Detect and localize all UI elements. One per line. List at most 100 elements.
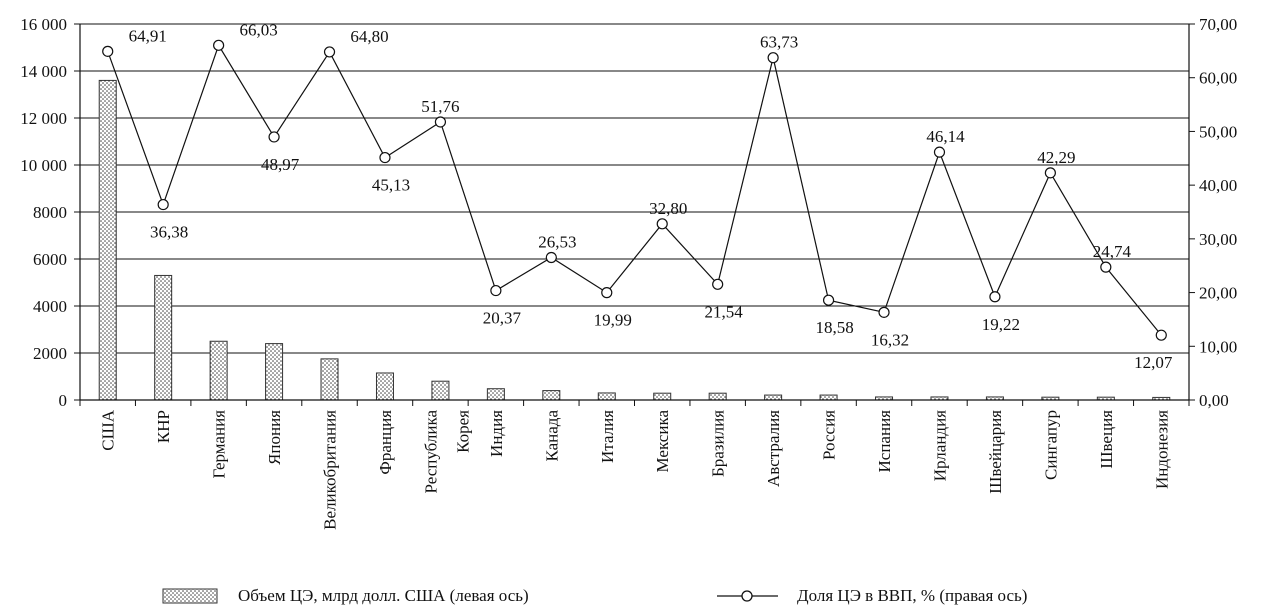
line-marker [1100, 261, 1112, 273]
category-label-text: Швейцария [986, 410, 1005, 494]
category-label-text: Корея [453, 410, 472, 453]
bar [375, 372, 394, 401]
category-labels: США КНР Германия Япония Великобритания Франци… [99, 409, 1172, 530]
line-marker [656, 218, 668, 230]
right-tick-label: 40,00 [1199, 176, 1237, 195]
bar [320, 358, 339, 401]
legend: Объем ЦЭ, млрд долл. США (левая ось) Дол… [162, 586, 1027, 605]
right-tick-label: 50,00 [1199, 122, 1237, 141]
category-label-text: Республика [421, 410, 440, 494]
line-marker [1044, 167, 1056, 179]
data-labels: 64,91 36,38 66,03 48,97 64,80 45,13 51,76 20,37… [129, 20, 1173, 372]
bar [542, 390, 561, 401]
category-label: Бразилия [709, 410, 728, 477]
right-tick-label: 70,00 [1199, 15, 1237, 34]
right-tick-label: 10,00 [1199, 337, 1237, 356]
category-label: Франция [376, 410, 395, 475]
category-label-text: Индонезия [1152, 410, 1171, 489]
bar [764, 394, 783, 401]
category-label-text: Швеция [1097, 410, 1116, 469]
line-marker [712, 278, 724, 290]
line-marker [268, 131, 280, 143]
category-label: Япония [265, 410, 284, 465]
line-series [102, 39, 1167, 341]
category-label-text: Канада [542, 410, 561, 462]
category-label-text: Индия [487, 410, 506, 457]
left-tick-label: 16 000 [20, 15, 67, 34]
bar [653, 392, 672, 401]
data-label: 16,32 [871, 330, 909, 349]
category-label: Сингапур [1041, 410, 1060, 480]
line-marker [989, 291, 1001, 303]
right-tick-label: 0,00 [1199, 391, 1229, 410]
category-label: КНР [154, 410, 173, 443]
bar-series [98, 79, 1171, 401]
left-tick-label: 10 000 [20, 156, 67, 175]
category-label: Великобритания [321, 410, 340, 530]
category-label: Швеция [1097, 410, 1116, 469]
line-marker [490, 284, 502, 297]
data-label: 42,29 [1037, 148, 1075, 167]
data-label: 19,99 [594, 311, 632, 330]
category-label: Ирландия [930, 410, 949, 481]
data-label: 64,80 [350, 27, 388, 46]
bar [708, 392, 727, 401]
data-label: 24,74 [1093, 242, 1132, 261]
line-marker [878, 306, 890, 318]
data-label: 12,07 [1134, 353, 1173, 372]
category-label-text: Япония [265, 410, 284, 465]
line-marker [213, 39, 225, 51]
data-label: 66,03 [240, 20, 278, 39]
category-label: Мексика [653, 410, 672, 473]
category-label-text: Бразилия [709, 410, 728, 477]
data-label: 45,13 [372, 176, 410, 195]
line-marker [1155, 329, 1167, 341]
category-label: Италия [598, 410, 617, 463]
category-label: Россия [820, 410, 839, 460]
category-label: Швейцария [986, 410, 1005, 494]
category-label-text: Ирландия [930, 410, 949, 481]
bar [154, 274, 173, 401]
data-label: 36,38 [150, 223, 188, 242]
category-label-text: Германия [210, 410, 229, 479]
line-marker [379, 151, 391, 164]
data-label: 46,14 [926, 127, 965, 146]
category-label-text: Великобритания [321, 410, 340, 530]
right-tick-label: 20,00 [1199, 284, 1237, 303]
data-label: 18,58 [815, 318, 853, 337]
data-label: 26,53 [538, 232, 576, 251]
category-label-text: Австралия [764, 410, 783, 487]
left-tick-label: 6000 [33, 250, 67, 269]
right-tick-label: 30,00 [1199, 230, 1237, 249]
left-tick-label: 14 000 [20, 62, 67, 81]
left-tick-label: 12 000 [20, 109, 67, 128]
category-label: Индия [487, 410, 506, 457]
legend-bar-label: Объем ЦЭ, млрд долл. США (левая ось) [238, 586, 529, 605]
category-label: Испания [875, 410, 894, 473]
line-marker [102, 45, 114, 57]
data-label: 20,37 [483, 309, 522, 328]
legend-line-marker [741, 590, 753, 602]
legend-line-label: Доля ЦЭ в ВВП, % (правая ось) [797, 586, 1027, 605]
bar [98, 79, 117, 401]
legend-bar-swatch [162, 588, 218, 604]
bar [597, 392, 616, 401]
category-label-text: КНР [154, 410, 173, 443]
data-label: 32,80 [649, 199, 687, 218]
bar [431, 380, 450, 401]
line-marker [323, 46, 336, 58]
left-tick-label: 4000 [33, 297, 67, 316]
axes: 0 2000 4000 6000 8000 10 000 12 000 14 000 16 00… [20, 15, 1237, 410]
category-label-text: Испания [875, 410, 894, 473]
bar [209, 340, 228, 401]
line-marker [601, 287, 613, 299]
category-label: Индонезия [1152, 410, 1171, 489]
category-label: Австралия [764, 410, 783, 487]
category-label-text: Италия [598, 410, 617, 463]
category-label-text: Мексика [653, 410, 672, 473]
line-marker [767, 52, 779, 64]
category-label-text: Россия [820, 410, 839, 460]
category-label: Германия [210, 410, 229, 479]
left-tick-label: 0 [59, 391, 68, 410]
